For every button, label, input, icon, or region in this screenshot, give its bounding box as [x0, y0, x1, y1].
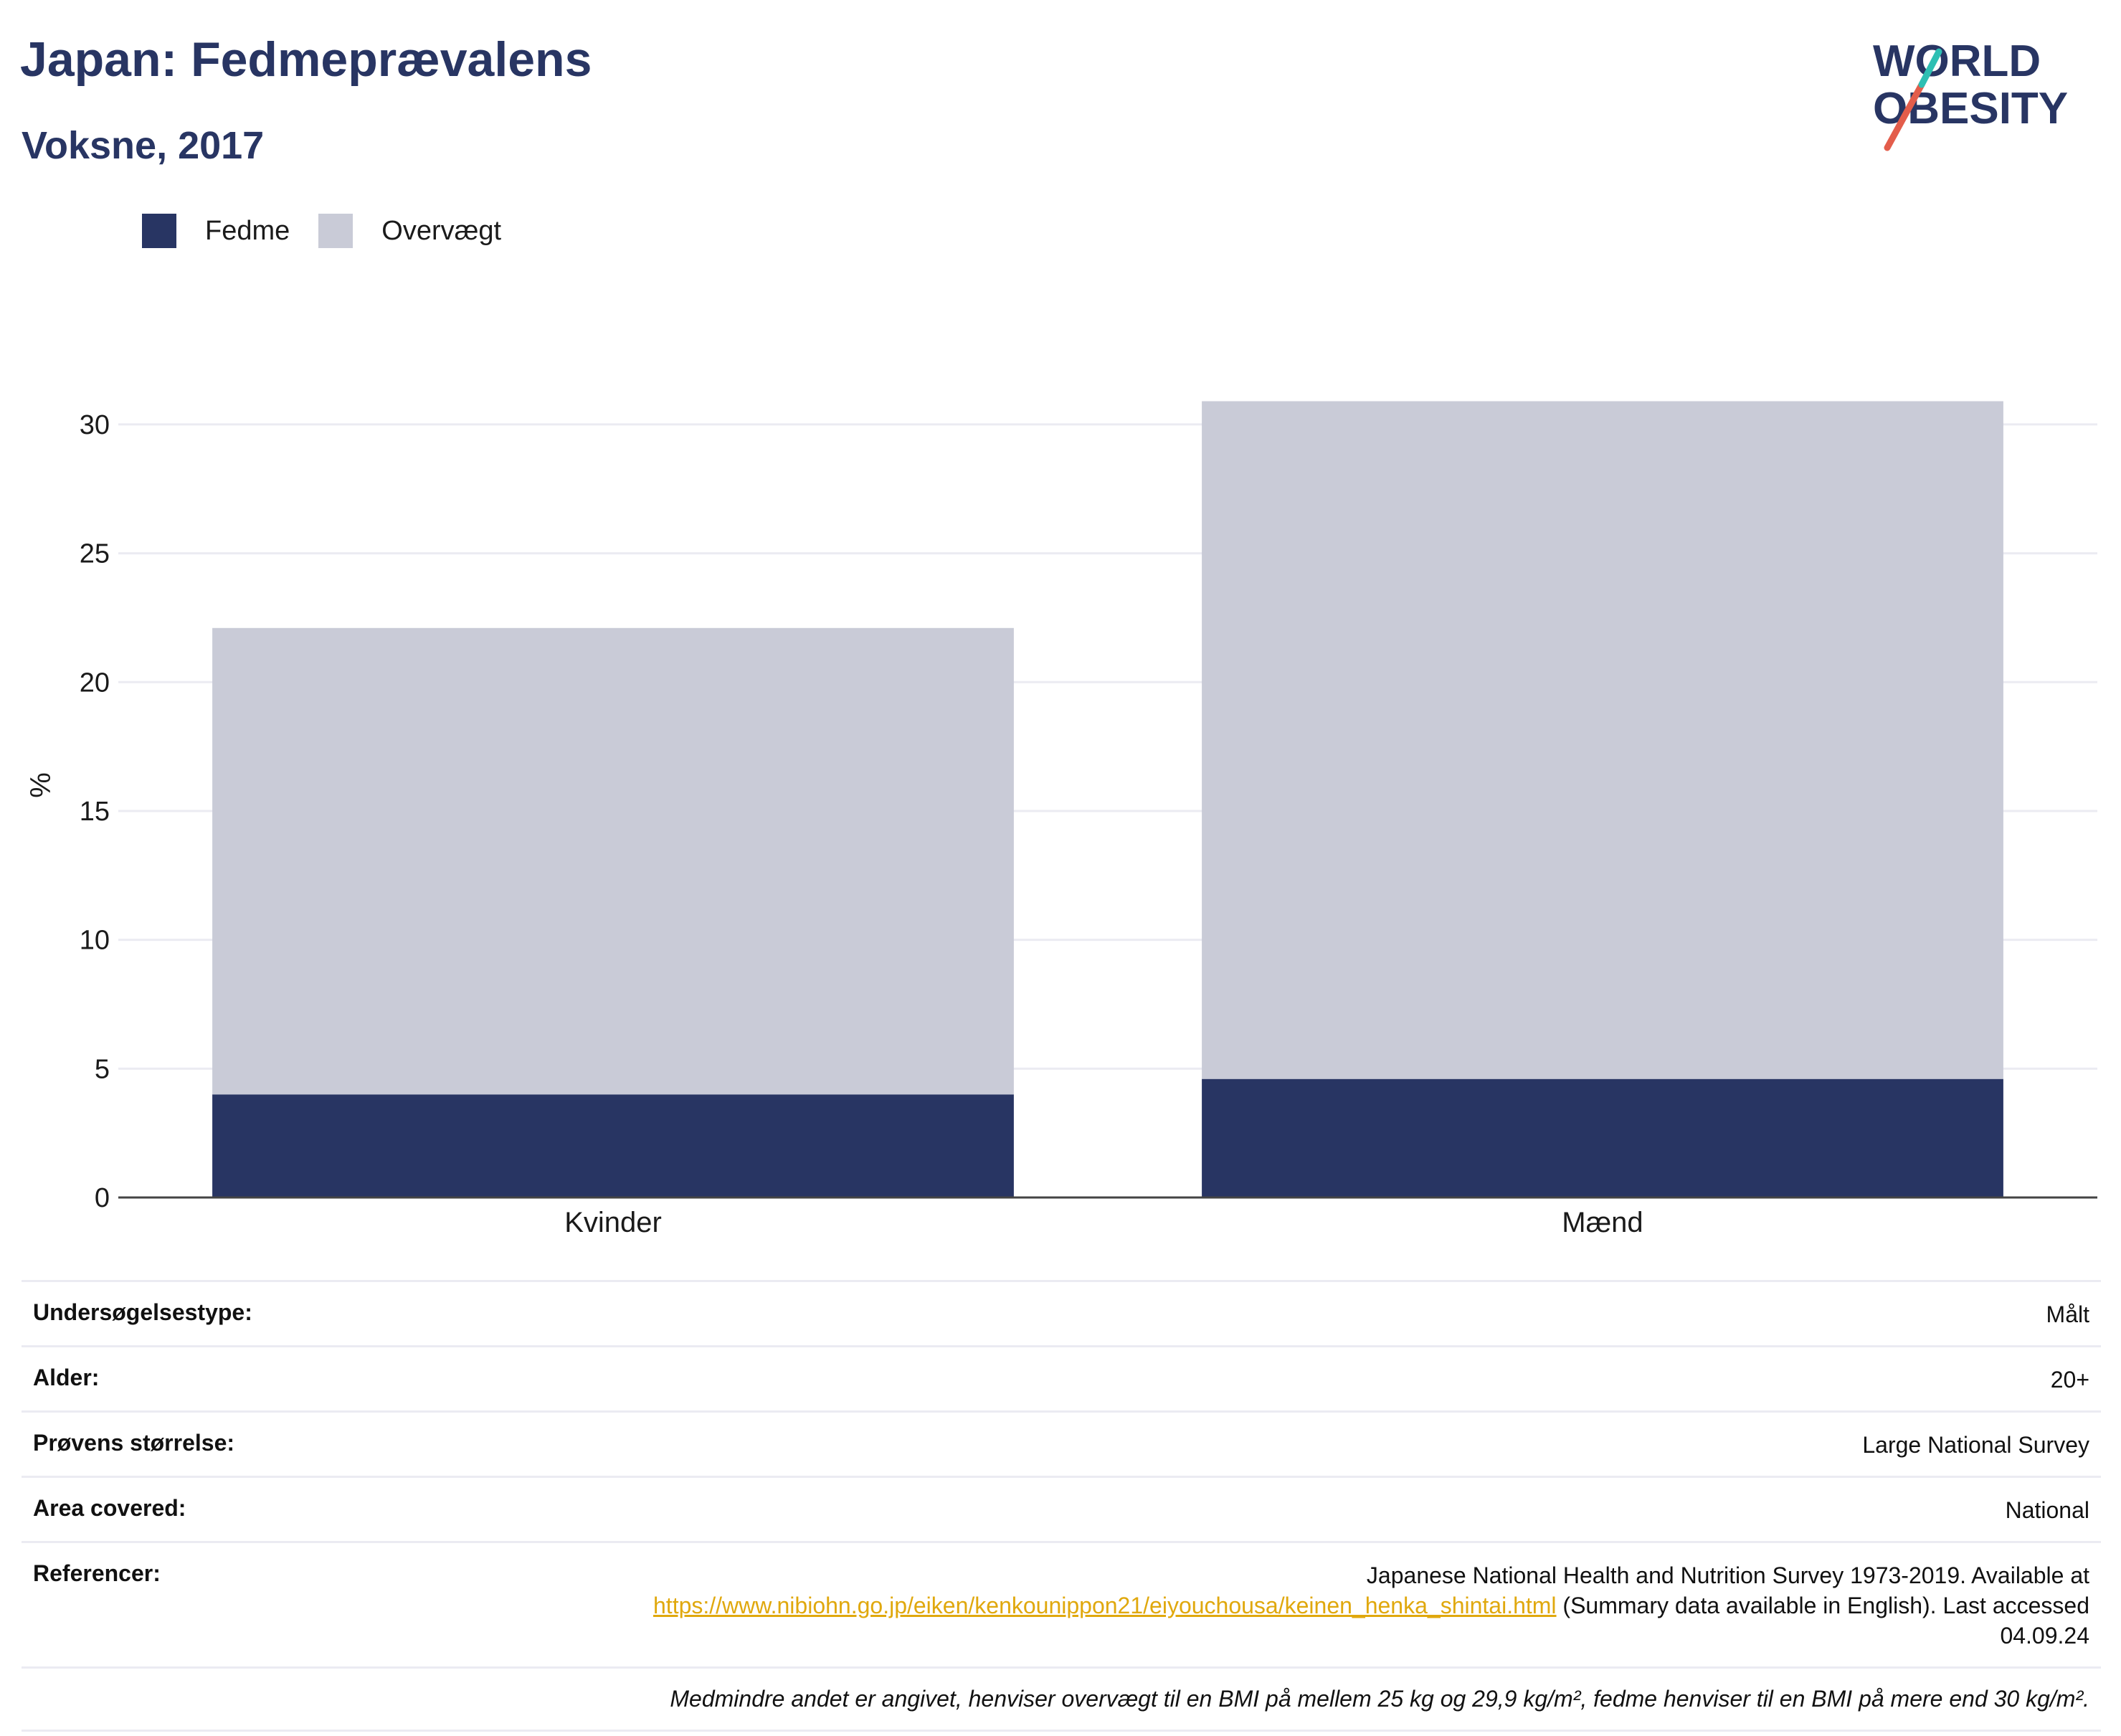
info-value: Målt — [2046, 1301, 2089, 1327]
y-tick-label: 30 — [80, 410, 110, 440]
info-row-survey-type: Undersøgelsestype: Målt — [22, 1280, 2101, 1345]
info-label: Alder: — [33, 1365, 100, 1390]
survey-info-table: Undersøgelsestype: Målt Alder: 20+ Prøve… — [22, 1280, 2101, 1732]
world-obesity-logo: WORLD OBESITY — [1873, 37, 2068, 151]
info-value: National — [2005, 1497, 2089, 1523]
bar-segment — [212, 627, 1014, 1095]
info-label: Prøvens størrelse: — [33, 1430, 235, 1456]
bar-segment — [212, 1094, 1014, 1197]
info-label: Referencer: — [33, 1560, 161, 1586]
y-tick-label: 20 — [80, 668, 110, 698]
reference-link[interactable]: https://www.nibiohn.go.jp/eiken/kenkouni… — [653, 1593, 1557, 1618]
legend-label-fedme: Fedme — [205, 215, 290, 246]
legend-item-fedme[interactable]: Fedme — [142, 214, 290, 248]
legend-swatch-fedme — [142, 214, 176, 248]
chart-title: Japan: Fedmeprævalens — [20, 32, 592, 87]
info-label: Area covered: — [33, 1495, 186, 1521]
x-tick-label: Kvinder — [564, 1207, 662, 1238]
info-row-area-covered: Area covered: National — [22, 1476, 2101, 1541]
x-tick-label: Mænd — [1562, 1207, 1643, 1238]
chart-subtitle: Voksne, 2017 — [22, 124, 265, 167]
y-tick-label: 15 — [80, 797, 110, 827]
bar-segment — [1202, 1078, 2003, 1197]
bmi-footnote: Medmindre andet er angivet, henviser ove… — [670, 1686, 2089, 1712]
info-row-references: Referencer: Japanese National Health and… — [22, 1541, 2101, 1666]
info-value: Large National Survey — [1862, 1432, 2089, 1458]
info-row-sample-size: Prøvens størrelse: Large National Survey — [22, 1410, 2101, 1476]
reference-text-after: (Summary data available in English). Las… — [1562, 1593, 2089, 1649]
y-tick-label: 5 — [95, 1054, 110, 1084]
chart-legend: Fedme Overvægt — [142, 214, 530, 248]
footnote-row: Medmindre andet er angivet, henviser ove… — [22, 1666, 2101, 1732]
reference-text: Japanese National Health and Nutrition S… — [584, 1560, 2089, 1651]
y-tick-label: 25 — [80, 539, 110, 569]
stacked-bar-chart: 0 5 10 15 20 25 30% Kvinder Mænd — [25, 401, 2097, 1238]
info-label: Undersøgelsestype: — [33, 1299, 252, 1325]
y-axis-label: % — [25, 772, 57, 798]
bar-segment — [1202, 401, 2003, 1079]
legend-item-overvaegt[interactable]: Overvægt — [318, 214, 501, 248]
legend-label-overvaegt: Overvægt — [381, 215, 502, 246]
info-row-age: Alder: 20+ — [22, 1345, 2101, 1410]
legend-swatch-overvaegt — [318, 214, 354, 248]
logo-line-1: WORLD — [1873, 37, 2041, 86]
y-tick-label: 10 — [80, 926, 110, 956]
y-tick-label: 0 — [95, 1183, 110, 1213]
info-value: 20+ — [2050, 1367, 2089, 1393]
reference-text-before: Japanese National Health and Nutrition S… — [1366, 1562, 2089, 1588]
